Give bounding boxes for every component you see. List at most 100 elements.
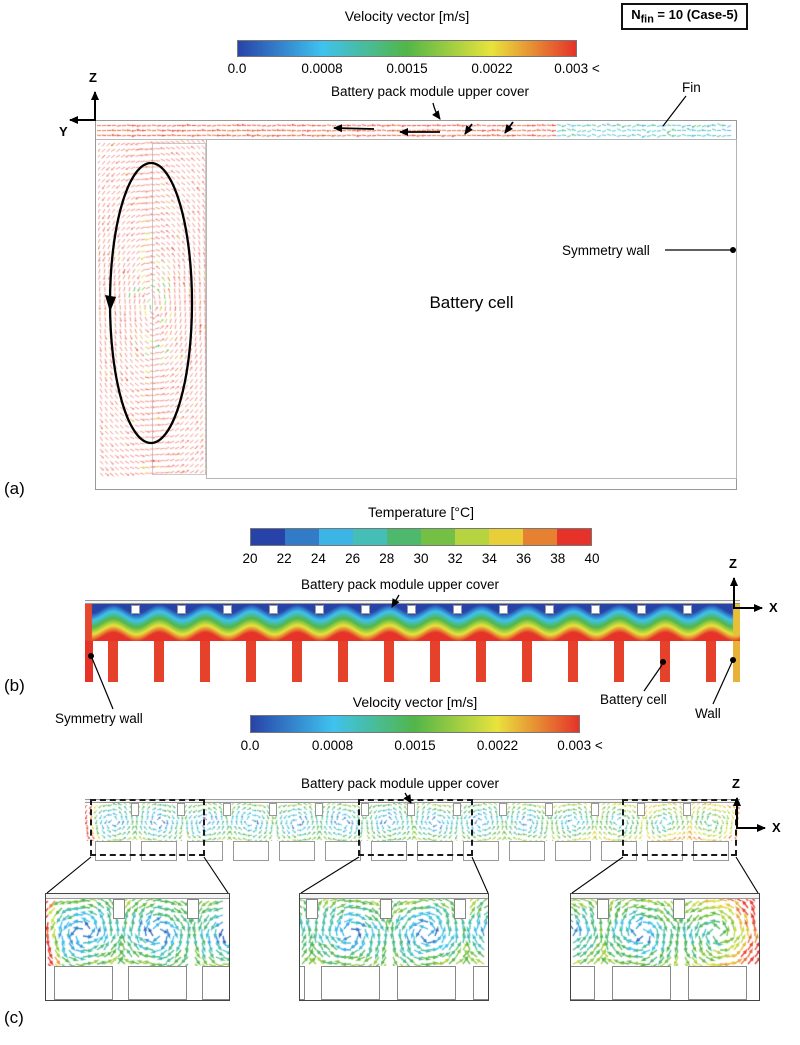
battery-cell-top <box>397 966 456 1000</box>
case-label-subscript: fin <box>641 14 654 26</box>
tick-label: 0.0008 <box>301 61 342 76</box>
fin-cross-section <box>591 605 600 614</box>
fin-cross-section <box>499 605 508 614</box>
tick-label: 0.0008 <box>312 738 353 753</box>
temperature-colorbar-segment <box>523 529 557 545</box>
battery-cell-bar <box>154 641 164 682</box>
tick-label: 0.0022 <box>477 738 518 753</box>
battery-cell-bar <box>568 641 578 682</box>
axis-b-z-label: Z <box>729 556 737 571</box>
inset-connector <box>472 857 488 893</box>
battery-cell-bar <box>660 641 670 682</box>
upper-cover-pointer-a <box>433 103 440 119</box>
fin-cross-section <box>454 899 466 919</box>
inset-2 <box>299 893 489 1001</box>
tick-label: 24 <box>311 551 326 566</box>
battery-cell-top <box>325 841 361 861</box>
battery-cell-bar <box>614 641 624 682</box>
axis-a-z-label: Z <box>89 70 97 85</box>
battery-cell-top <box>321 966 380 1000</box>
battery-cell-top <box>509 841 545 861</box>
tick-label: 0.0 <box>241 738 260 753</box>
battery-cell-bar <box>246 641 256 682</box>
fin-cross-section <box>315 605 324 614</box>
fin-cross-section <box>499 803 507 816</box>
battery-cell-bar <box>430 641 440 682</box>
temperature-colorbar-segment <box>353 529 387 545</box>
battery-cell-top <box>54 966 113 1000</box>
swirl-canvas <box>98 140 206 478</box>
temperature-colorbar-segment <box>455 529 489 545</box>
tick-label: 0.0015 <box>386 61 427 76</box>
inset-3 <box>570 893 760 1001</box>
temperature-colorbar-segment <box>285 529 319 545</box>
velocity-colorbar-c <box>250 715 580 733</box>
channel-canvas <box>97 122 736 138</box>
velocity-colorbar-a <box>237 40 577 57</box>
inset-connector <box>301 857 359 893</box>
temperature-colorbar-ticks: 20 22 24 26 28 30 32 34 36 38 40 <box>250 551 592 567</box>
battery-cell-label-b: Battery cell <box>600 692 667 707</box>
zoom-region-box-3 <box>622 799 737 856</box>
fin-cross-section <box>306 899 318 919</box>
fin-cross-section <box>380 899 392 919</box>
fin-cross-section <box>545 803 553 816</box>
fin-cross-section <box>315 803 323 816</box>
temperature-colorbar-segment <box>387 529 421 545</box>
zoom-region-box-1 <box>90 799 205 856</box>
battery-cell-bar <box>338 641 348 682</box>
axis-b-x-label: X <box>769 600 778 615</box>
fin-label: Fin <box>682 80 701 95</box>
battery-cell-top <box>299 966 305 1000</box>
fin-cross-section <box>113 899 125 919</box>
inset-1-canvas <box>46 899 229 966</box>
fin-cross-section <box>683 605 692 614</box>
tick-label: 20 <box>242 551 257 566</box>
wall-label-b: Wall <box>695 706 721 721</box>
axis-c-z-label: Z <box>732 776 740 791</box>
battery-cell-top <box>688 966 747 1000</box>
inset-connector <box>47 857 91 893</box>
battery-cell-top <box>128 966 187 1000</box>
upper-cover-label-b: Battery pack module upper cover <box>210 577 590 592</box>
tick-label: 30 <box>413 551 428 566</box>
axis-c-x-label: X <box>772 820 781 835</box>
battery-cell-label-a: Battery cell <box>206 293 737 313</box>
fin-cross-section <box>597 899 609 919</box>
inset-1 <box>45 893 230 1001</box>
axis-a-y-label: Y <box>59 124 68 139</box>
battery-cell-top <box>279 841 315 861</box>
fin-cross-section <box>177 605 186 614</box>
tick-label: 40 <box>584 551 599 566</box>
velocity-colorbar-a-ticks: 0.0 0.0008 0.0015 0.0022 0.003 < <box>237 61 577 77</box>
battery-cell-top <box>612 966 671 1000</box>
fin-cross-section <box>407 605 416 614</box>
cells-zone-b <box>85 641 740 682</box>
tick-label: 26 <box>345 551 360 566</box>
fin-cross-section <box>545 605 554 614</box>
case-label-prefix: N <box>631 7 640 22</box>
fin-cross-section <box>673 899 685 919</box>
inset-connector <box>736 857 758 893</box>
battery-cell-bar <box>384 641 394 682</box>
fin-cross-section <box>223 605 232 614</box>
tick-label: 0.0015 <box>394 738 435 753</box>
temperature-colorbar-segment <box>421 529 455 545</box>
tick-label: 0.003 < <box>554 61 599 76</box>
battery-cell-top <box>233 841 269 861</box>
fin-cross-section <box>223 803 231 816</box>
temperature-colorbar-segment <box>251 529 285 545</box>
battery-cell-top <box>555 841 591 861</box>
tick-label: 34 <box>482 551 497 566</box>
battery-cell-bar <box>522 641 532 682</box>
tick-label: 36 <box>516 551 531 566</box>
tick-label: 22 <box>277 551 292 566</box>
tick-label: 0.0022 <box>471 61 512 76</box>
tick-label: 28 <box>379 551 394 566</box>
temperature-colorbar <box>250 528 592 546</box>
battery-cell-bar <box>108 641 118 682</box>
battery-cell-top <box>202 966 230 1000</box>
battery-cell-top <box>570 966 595 1000</box>
zoom-region-box-2 <box>358 799 473 856</box>
battery-cell-top <box>473 966 489 1000</box>
